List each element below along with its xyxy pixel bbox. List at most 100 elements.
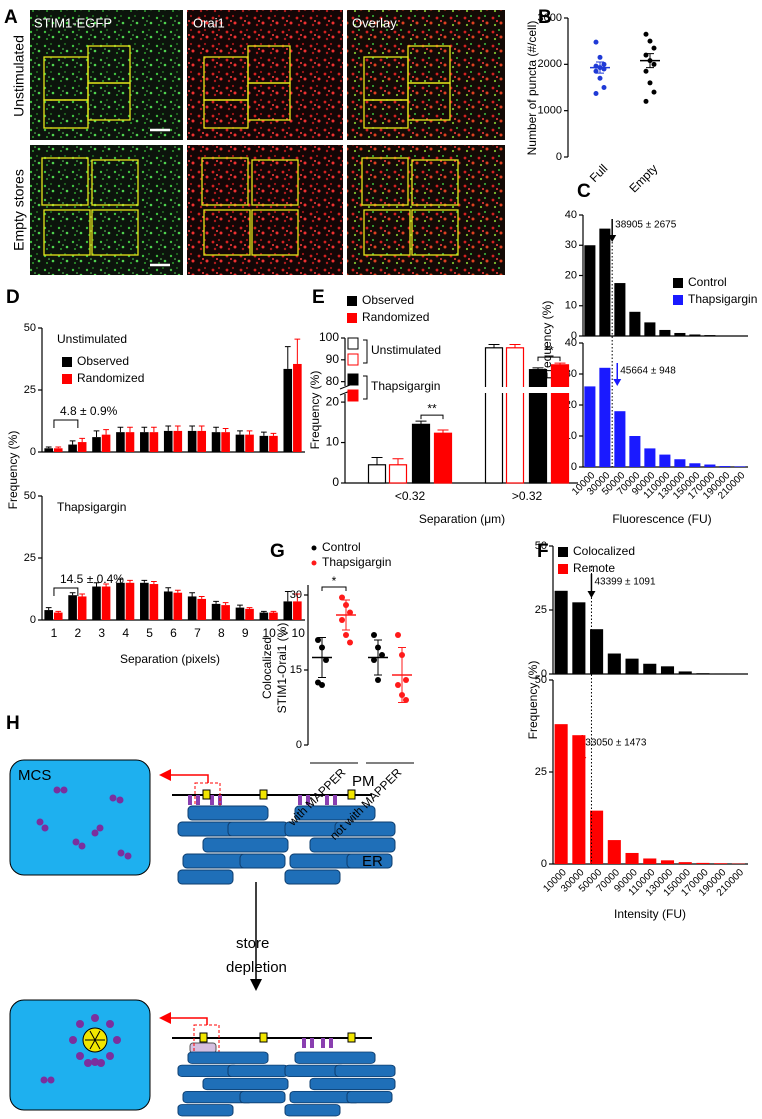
mean-label: 38905 ± 2675 [615, 220, 677, 231]
bar [77, 442, 87, 452]
error-bar [127, 426, 133, 433]
y-tick-label: 50 [535, 674, 547, 686]
point [643, 98, 649, 104]
error-bar [284, 346, 291, 369]
legend-swatch [62, 374, 72, 384]
arrow-label: depletion [226, 959, 287, 976]
bar [197, 430, 207, 452]
y-tick-label: 15 [290, 664, 302, 676]
error-bar [261, 610, 267, 613]
bar [221, 432, 230, 452]
bar [550, 364, 570, 484]
y-tick-label: 90 [326, 352, 340, 366]
error-bar [141, 426, 148, 433]
error-bar [189, 592, 196, 597]
bar [554, 724, 568, 864]
bar [92, 437, 101, 452]
image [187, 10, 343, 140]
bar [163, 591, 173, 620]
bar [590, 810, 604, 864]
legend-bracket [363, 339, 368, 364]
y-axis-label: Colocalized [260, 637, 274, 699]
point [395, 682, 401, 688]
error-bar [213, 426, 219, 433]
point [395, 632, 401, 638]
x-tick-label: 2 [75, 626, 82, 640]
bar [221, 605, 230, 620]
point [601, 61, 607, 67]
error-bar [261, 431, 267, 436]
point [597, 54, 603, 60]
error-bar [284, 590, 291, 602]
column-label: Overlay [352, 15, 397, 30]
x-tick-label: 5 [146, 626, 153, 640]
error-bar [222, 427, 229, 433]
y-tick-label: 40 [565, 209, 577, 221]
legend-label: Randomized [77, 371, 144, 385]
y-tick-label: 20 [565, 269, 577, 281]
bar [607, 840, 621, 864]
bar [245, 434, 254, 452]
y-tick-label: 25 [535, 766, 547, 778]
error-bar [189, 425, 196, 431]
pm-label: PM [352, 773, 375, 790]
legend-swatch [347, 373, 359, 386]
bar [245, 608, 254, 620]
error-bar [213, 600, 219, 604]
arrow-label: store [236, 935, 269, 952]
x-tick-label: >0.32 [512, 489, 543, 503]
point [593, 68, 599, 74]
bar [116, 432, 125, 452]
point [323, 657, 329, 663]
error-bar [554, 362, 566, 365]
bar [625, 852, 639, 864]
y-tick-label: 20 [326, 394, 340, 408]
error-bar [45, 446, 52, 449]
error-bar [69, 440, 76, 445]
error-bar [198, 595, 205, 599]
legend-label: Thapsigargin [322, 555, 391, 569]
bar [599, 367, 611, 467]
legend-label: Thapsigargin [688, 292, 757, 306]
bar [269, 612, 278, 620]
bar [259, 435, 269, 452]
bar [293, 601, 302, 620]
error-bar [55, 446, 62, 449]
row-label: Empty stores [11, 169, 27, 251]
x-tick-label: > 10 [281, 626, 305, 640]
bar [625, 658, 639, 674]
bar [211, 432, 221, 452]
y-tick-label: 80 [326, 374, 340, 388]
x-tick-label: 7 [194, 626, 201, 640]
y-axis-label: Number of puncta (#/cell) [525, 21, 539, 156]
x-axis-label: Separation (μm) [419, 512, 505, 526]
panel-label: B [538, 7, 552, 28]
subplot-title: Unstimulated [57, 332, 127, 346]
x-tick-label: <0.32 [395, 489, 426, 503]
bar [44, 610, 53, 620]
panel-label: F [537, 541, 549, 562]
significance-label: * [332, 574, 337, 588]
bar [714, 863, 728, 864]
y-tick-label: 50 [535, 540, 547, 552]
bar [269, 435, 278, 452]
bar [629, 436, 641, 467]
bar [125, 582, 135, 620]
error-bar [270, 610, 277, 613]
x-tick-label: 3 [98, 626, 105, 640]
panel-label: H [6, 713, 20, 734]
bar [644, 448, 656, 467]
bar [140, 432, 149, 452]
column-label: Orai1 [193, 15, 225, 30]
error-bar [237, 604, 243, 608]
bar [211, 603, 221, 620]
y-axis-label: Frequency (%) [308, 371, 322, 450]
y-tick-label: 50 [24, 490, 36, 502]
legend-swatch [673, 295, 683, 305]
bar [678, 862, 692, 864]
bar [116, 582, 125, 620]
legend-swatch [62, 357, 72, 367]
point [651, 61, 657, 67]
y-tick-label: 0 [30, 446, 36, 458]
y-tick-label: 25 [24, 384, 36, 396]
